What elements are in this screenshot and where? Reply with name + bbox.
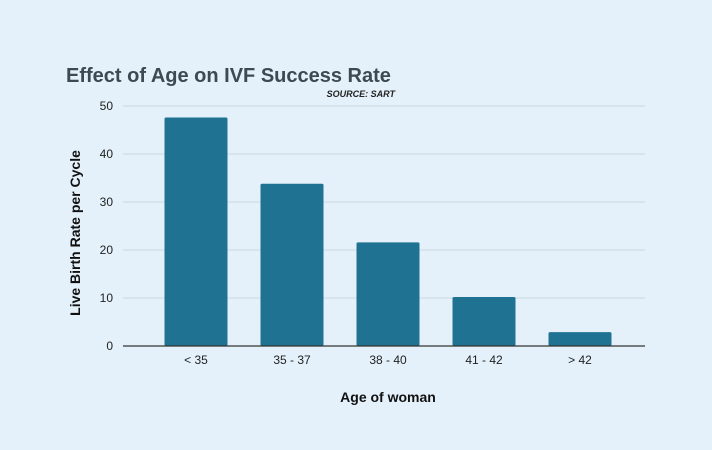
x-tick-label: 41 - 42 [465,353,503,367]
y-tick-label: 10 [100,291,114,305]
x-tick-label: > 42 [568,353,592,367]
bar [260,183,324,346]
x-tick-label: < 35 [184,353,208,367]
bar [356,242,420,346]
y-tick-label: 50 [100,99,114,113]
bar [164,117,228,347]
y-tick-label: 20 [100,243,114,257]
y-tick-label: 0 [106,339,113,353]
y-axis-label: Live Birth Rate per Cycle [67,150,83,316]
bar [548,332,612,346]
chart-title: Effect of Age on IVF Success Rate [66,65,391,87]
x-tick-label: 35 - 37 [273,353,311,367]
y-tick-label: 40 [100,147,114,161]
chart-subtitle: SOURCE: SART [327,89,397,99]
y-tick-label: 30 [100,195,114,209]
bar [452,297,516,346]
x-axis-label: Age of woman [340,389,436,405]
x-tick-label: 38 - 40 [369,353,407,367]
